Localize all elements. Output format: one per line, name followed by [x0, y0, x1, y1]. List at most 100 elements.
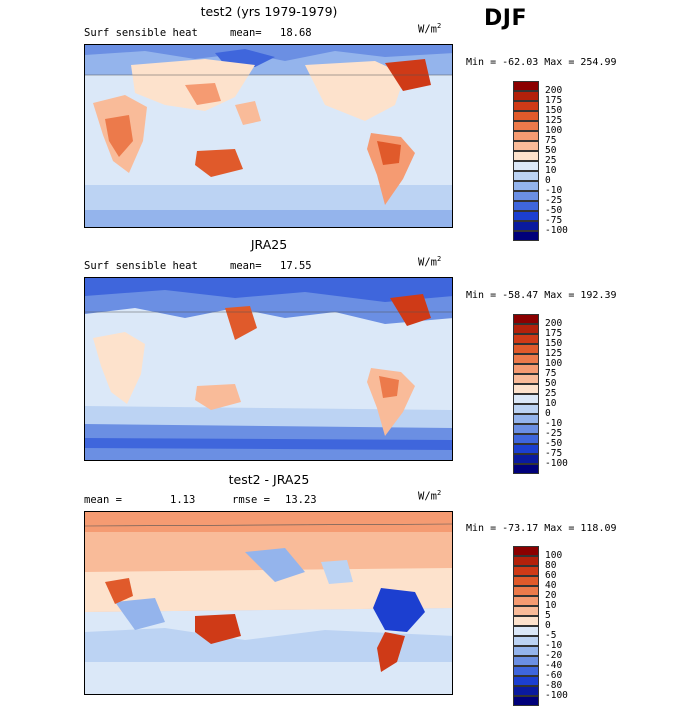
- panel-2-colorbar-label: 25: [545, 388, 557, 399]
- panel-3-colorbar-swatch: [513, 596, 539, 606]
- panel-3-mean-value: 1.13: [170, 494, 196, 506]
- panel-1-colorbar-label: 200: [545, 85, 563, 96]
- panel-2-mean-label: mean=: [230, 260, 262, 272]
- panel-2-variable-label: Surf sensible heat: [84, 260, 198, 272]
- panel-1-colorbar-swatch: [513, 211, 539, 221]
- panel-3-colorbar-swatch: [513, 636, 539, 646]
- panel-2-colorbar-label: -100: [545, 458, 568, 469]
- panel-1-colorbar-label: 0: [545, 175, 551, 186]
- panel-2-colorbar-swatch: [513, 384, 539, 394]
- panel-2-colorbar-label: 0: [545, 408, 551, 419]
- panel-3-colorbar-swatch: [513, 566, 539, 576]
- panel-3-colorbar-swatch: [513, 556, 539, 566]
- panel-1-colorbar-swatch: [513, 101, 539, 111]
- panel-2-title: JRA25: [250, 237, 288, 252]
- panel-2-colorbar-labels: 200 175 150 125 100 75 50 25 10 0 -10 -25 -50 -75 -100: [545, 319, 568, 469]
- panel-1-colorbar-label: 175: [545, 95, 563, 106]
- panel-3-colorbar-swatch: [513, 696, 539, 706]
- panel-2-colorbar-label: 175: [545, 328, 563, 339]
- season-label: DJF: [484, 6, 527, 31]
- panel-1-mean-value: 18.68: [280, 27, 312, 39]
- panel-2-colorbar-swatch: [513, 454, 539, 464]
- panel-1-minmax: Min = -62.03 Max = 254.99: [466, 57, 617, 68]
- panel-3-minmax: Min = -73.17 Max = 118.09: [466, 523, 617, 534]
- panel-1-colorbar-swatch: [513, 171, 539, 181]
- panel-1-colorbar-swatch: [513, 91, 539, 101]
- panel-3-colorbar-label: -10: [545, 640, 563, 651]
- panel-1-colorbar-label: 50: [545, 145, 557, 156]
- panel-1-map: [84, 44, 453, 228]
- panel-2-map-field: [85, 278, 452, 460]
- panel-3-colorbar-label: 20: [545, 590, 557, 601]
- panel-3-colorbar-label: -100: [545, 690, 568, 701]
- panel-3-colorbar-swatch: [513, 646, 539, 656]
- panel-3-colorbar-labels: 100 80 60 40 20 10 5 0 -5 -10 -20 -40 -60 -80 -100: [545, 551, 568, 701]
- panel-3-colorbar-swatch: [513, 626, 539, 636]
- panel-1-colorbar-label: 75: [545, 135, 557, 146]
- panel-1-colorbar-label: -100: [545, 225, 568, 236]
- panel-3-colorbar-label: -20: [545, 650, 563, 661]
- panel-2-colorbar-swatch: [513, 404, 539, 414]
- panel-1-colorbar-label: -50: [545, 205, 563, 216]
- panel-3-colorbar-swatch: [513, 676, 539, 686]
- panel-1-colorbar-swatch: [513, 231, 539, 241]
- panel-2-colorbar-label: 75: [545, 368, 557, 379]
- panel-3-colorbar-swatch: [513, 686, 539, 696]
- panel-3-units: W/m2: [418, 489, 442, 503]
- panel-1-colorbar-swatch: [513, 121, 539, 131]
- panel-2-units: W/m2: [418, 255, 442, 269]
- panel-2-colorbar-swatch: [513, 394, 539, 404]
- panel-2-colorbar-swatch: [513, 314, 539, 324]
- panel-1-colorbar-label: 25: [545, 155, 557, 166]
- panel-3-rmse-label: rmse =: [232, 494, 270, 506]
- panel-3-colorbar-label: -5: [545, 630, 557, 641]
- panel-2-colorbar-label: 125: [545, 348, 563, 359]
- panel-2-colorbar: [513, 314, 539, 474]
- panel-1-colorbar-swatch: [513, 141, 539, 151]
- panel-1-colorbar-labels: 200 175 150 125 100 75 50 25 10 0 -10 -25 -50 -75 -100: [545, 86, 568, 236]
- panel-3-colorbar-swatch: [513, 656, 539, 666]
- panel-3-colorbar-label: 60: [545, 570, 557, 581]
- panel-1-colorbar-label: -25: [545, 195, 563, 206]
- panel-2-colorbar-swatch: [513, 374, 539, 384]
- panel-3-colorbar-swatch: [513, 606, 539, 616]
- panel-1-colorbar-label: 10: [545, 165, 557, 176]
- panel-3-colorbar-label: 40: [545, 580, 557, 591]
- panel-3-title: test2 - JRA25: [228, 472, 310, 487]
- panel-2-colorbar-swatch: [513, 424, 539, 434]
- panel-2-colorbar-swatch: [513, 354, 539, 364]
- panel-1-colorbar-swatch: [513, 111, 539, 121]
- panel-3-colorbar-label: 5: [545, 610, 551, 621]
- panel-3-rmse-value: 13.23: [285, 494, 317, 506]
- panel-1-colorbar-label: 100: [545, 125, 563, 136]
- panel-2-colorbar-label: 100: [545, 358, 563, 369]
- panel-3-colorbar-swatch: [513, 616, 539, 626]
- panel-2-colorbar-swatch: [513, 434, 539, 444]
- panel-2-colorbar-label: -75: [545, 448, 563, 459]
- panel-2-minmax: Min = -58.47 Max = 192.39: [466, 290, 617, 301]
- panel-2-colorbar-swatch: [513, 364, 539, 374]
- panel-3-colorbar-swatch: [513, 586, 539, 596]
- panel-1-colorbar-label: -75: [545, 215, 563, 226]
- panel-3-colorbar-label: 0: [545, 620, 551, 631]
- panel-3-colorbar-label: -40: [545, 660, 563, 671]
- panel-1-colorbar-swatch: [513, 151, 539, 161]
- panel-2-mean-value: 17.55: [280, 260, 312, 272]
- panel-3-map-field: [85, 512, 452, 694]
- panel-3-colorbar-swatch: [513, 546, 539, 556]
- panel-2-colorbar-label: 10: [545, 398, 557, 409]
- panel-1-colorbar-label: 125: [545, 115, 563, 126]
- panel-2-colorbar-label: -10: [545, 418, 563, 429]
- panel-3-colorbar-swatch: [513, 576, 539, 586]
- panel-2-colorbar-swatch: [513, 324, 539, 334]
- panel-1-colorbar-swatch: [513, 181, 539, 191]
- panel-3-colorbar: [513, 546, 539, 706]
- panel-1-map-field: [85, 45, 452, 227]
- panel-2-colorbar-swatch: [513, 414, 539, 424]
- panel-3-colorbar-label: -60: [545, 670, 563, 681]
- panel-1-colorbar-swatch: [513, 201, 539, 211]
- panel-2-colorbar-swatch: [513, 334, 539, 344]
- panel-1-colorbar-label: 150: [545, 105, 563, 116]
- panel-3-colorbar-swatch: [513, 666, 539, 676]
- panel-1-colorbar-swatch: [513, 161, 539, 171]
